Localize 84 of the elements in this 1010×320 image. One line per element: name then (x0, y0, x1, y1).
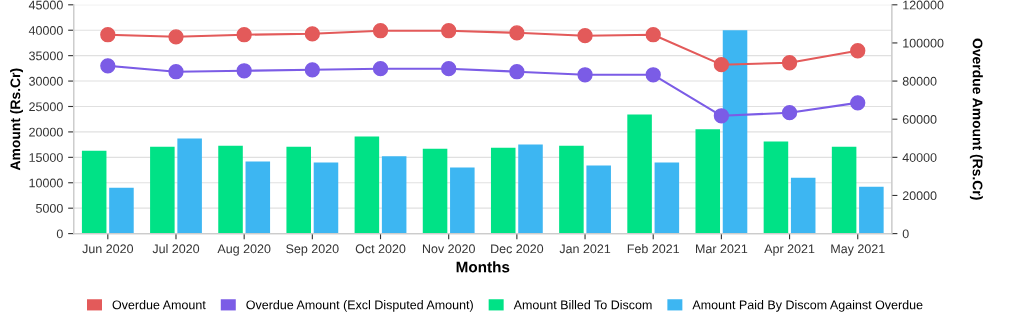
x-tick-label: Nov 2020 (422, 244, 475, 254)
bar (518, 144, 543, 234)
bar (354, 136, 380, 234)
point (441, 61, 457, 77)
x-tick-label: Feb 2021 (627, 244, 680, 254)
bar (313, 162, 339, 234)
point (304, 62, 320, 78)
legend-label: Overdue Amount (Excl Disputed Amount) (246, 300, 473, 312)
y2-tick-label: 40000 (902, 153, 937, 162)
bar (286, 146, 311, 234)
y2-tick-label: 80000 (902, 76, 937, 86)
bar (490, 147, 516, 234)
point (781, 105, 798, 121)
y-tick-label: 5000 (36, 203, 63, 213)
y-tick-label: 20000 (29, 127, 63, 137)
point (781, 55, 798, 71)
y2-tick-label: 20000 (902, 191, 937, 201)
bar (722, 30, 748, 234)
y-tick-label: 45000 (28, 0, 63, 10)
bar (150, 146, 175, 234)
bar (109, 187, 134, 234)
bar (763, 141, 789, 234)
y-tick-label: 25000 (29, 102, 63, 112)
legend-label: Amount Billed To Discom (513, 300, 652, 310)
y-tick-label: 40000 (28, 26, 63, 35)
bar (422, 148, 448, 234)
y-tick-label: 0 (56, 229, 63, 239)
x-axis-title: Months (456, 261, 510, 273)
point (577, 28, 593, 44)
y2-tick-label: 0 (902, 229, 909, 239)
bar (218, 145, 243, 234)
point (304, 26, 320, 42)
point (100, 27, 116, 43)
y-tick-label: 15000 (29, 153, 63, 162)
x-tick-label: Jan 2021 (559, 244, 611, 254)
point (577, 67, 593, 83)
y2-tick-label: 100000 (903, 38, 944, 48)
y2-tick-label: 60000 (902, 115, 937, 124)
point (713, 57, 730, 73)
y2-axis-title: Overdue Amount (Rs.Cr) (969, 38, 983, 200)
point (372, 23, 389, 39)
point (509, 64, 525, 80)
bar (831, 146, 857, 234)
point (372, 61, 389, 77)
x-tick-label: Sep 2020 (286, 244, 339, 256)
point (850, 95, 866, 111)
point (441, 23, 457, 39)
bar (381, 156, 407, 234)
y-axis-title: Amount (Rs.Cr) (10, 68, 23, 171)
legend-label: Overdue Amount (112, 300, 206, 310)
legend-label: Amount Paid By Discom Against Overdue (692, 300, 923, 312)
x-tick-label: Oct 2020 (355, 244, 406, 254)
bar (81, 150, 107, 234)
bar (627, 114, 652, 234)
point (645, 27, 661, 43)
bar (245, 161, 271, 234)
bar (177, 138, 202, 234)
x-tick-label: Aug 2020 (217, 244, 271, 256)
bar (559, 145, 584, 234)
x-tick-label: Apr 2021 (764, 244, 815, 256)
point (100, 58, 116, 74)
bar (859, 186, 884, 234)
x-tick-label: Dec 2020 (491, 244, 544, 254)
point (509, 25, 525, 41)
point (168, 29, 184, 45)
y2-tick-label: 120000 (903, 0, 944, 10)
point (850, 43, 866, 59)
point (236, 27, 252, 43)
point (168, 64, 184, 80)
x-tick-label: Mar 2021 (696, 244, 748, 254)
x-tick-label: May 2021 (831, 244, 885, 256)
y-tick-label: 10000 (29, 178, 63, 188)
y-tick-label: 30000 (29, 76, 63, 86)
x-tick-label: Jun 2020 (82, 244, 134, 254)
bar (695, 129, 721, 234)
bar (654, 162, 680, 234)
point (713, 108, 730, 124)
point (236, 63, 252, 79)
x-tick-label: Jul 2020 (152, 244, 200, 254)
point (645, 67, 661, 83)
bar (450, 167, 475, 234)
bar (790, 177, 816, 234)
bar (586, 165, 611, 234)
y-tick-label: 35000 (29, 51, 63, 61)
